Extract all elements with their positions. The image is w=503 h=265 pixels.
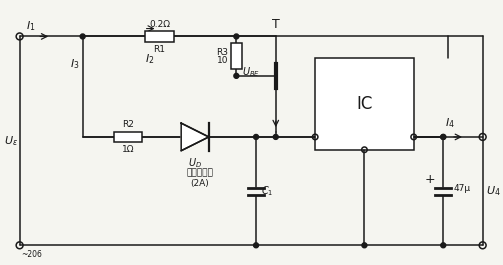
Circle shape [441, 243, 446, 248]
Text: (2A): (2A) [191, 179, 209, 188]
Text: $U_\varepsilon$: $U_\varepsilon$ [4, 134, 18, 148]
Circle shape [234, 34, 239, 39]
Circle shape [441, 134, 446, 139]
Polygon shape [181, 123, 209, 151]
Text: $I_4$: $I_4$ [445, 116, 455, 130]
Circle shape [254, 243, 259, 248]
Circle shape [254, 134, 259, 139]
Text: 47μ: 47μ [453, 184, 470, 193]
Text: $U_{BE}$: $U_{BE}$ [242, 65, 261, 79]
Circle shape [273, 134, 278, 139]
Text: R1: R1 [153, 45, 165, 54]
Text: 0.2Ω: 0.2Ω [149, 20, 170, 29]
Bar [114, 131, 142, 142]
Circle shape [362, 243, 367, 248]
Text: $I_2$: $I_2$ [145, 52, 154, 66]
Text: R2: R2 [122, 120, 134, 129]
Text: +: + [425, 173, 436, 186]
Text: $I_1$: $I_1$ [26, 19, 35, 33]
Text: ~206: ~206 [22, 250, 42, 259]
Text: IC: IC [356, 95, 373, 113]
Text: $U_D$: $U_D$ [188, 157, 202, 170]
Bar [315, 58, 413, 150]
Text: $I_3$: $I_3$ [70, 57, 79, 71]
Text: 功率二极管: 功率二极管 [187, 169, 213, 178]
Text: $U_4$: $U_4$ [485, 184, 500, 198]
Text: R3: R3 [216, 48, 228, 57]
Text: 1Ω: 1Ω [122, 145, 134, 154]
Text: 10: 10 [217, 56, 228, 65]
Circle shape [80, 34, 85, 39]
Circle shape [441, 134, 446, 139]
Bar [231, 43, 242, 69]
Circle shape [234, 73, 239, 78]
Text: T: T [272, 17, 280, 30]
Text: $C_1$: $C_1$ [261, 184, 274, 198]
Bar [145, 31, 174, 42]
